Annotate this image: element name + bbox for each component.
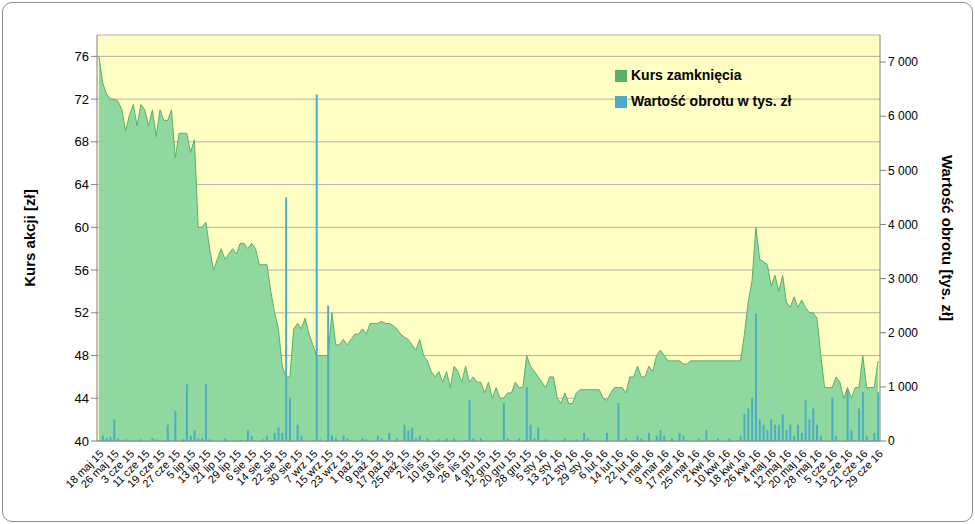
svg-text:2 kwi 16: 2 kwi 16	[679, 447, 717, 485]
svg-text:44: 44	[75, 391, 89, 406]
svg-text:2 lis 15: 2 lis 15	[393, 447, 427, 481]
svg-text:Kurs akcji [zł]: Kurs akcji [zł]	[21, 189, 38, 287]
svg-text:9 paź 15: 9 paź 15	[342, 447, 381, 486]
svg-text:48: 48	[75, 348, 89, 363]
svg-text:13 lip 15: 13 lip 15	[174, 447, 213, 486]
svg-text:68: 68	[75, 134, 89, 149]
svg-text:10 kwi 16: 10 kwi 16	[690, 447, 733, 489]
svg-text:40: 40	[75, 434, 89, 449]
svg-text:5 lip 15: 5 lip 15	[163, 447, 198, 481]
svg-text:6 000: 6 000	[888, 109, 918, 123]
svg-text:4 gru 15: 4 gru 15	[450, 447, 488, 485]
svg-text:12 maj 16: 12 maj 16	[750, 447, 794, 491]
svg-text:5 cze 16: 5 cze 16	[801, 447, 840, 486]
svg-text:18 lis 15: 18 lis 15	[419, 447, 458, 485]
svg-text:26 maj 15: 26 maj 15	[78, 447, 122, 491]
svg-text:18 kwi 16: 18 kwi 16	[706, 447, 748, 489]
svg-text:64: 64	[75, 177, 89, 192]
html-text:Kurs zamknięcia: Kurs zamknięcia	[631, 67, 742, 83]
svg-text:1 mar 16: 1 mar 16	[616, 447, 656, 487]
svg-text:60: 60	[75, 220, 89, 235]
svg-text:10 lis 15: 10 lis 15	[404, 447, 442, 485]
svg-text:26 kwi 16: 26 kwi 16	[721, 447, 763, 489]
svg-text:11 cze 15: 11 cze 15	[110, 447, 152, 490]
svg-text:56: 56	[75, 263, 89, 278]
svg-text:15 wrz 15: 15 wrz 15	[292, 447, 335, 490]
svg-text:7 000: 7 000	[888, 55, 918, 69]
svg-text:52: 52	[75, 305, 89, 320]
svg-text:30 sie 15: 30 sie 15	[264, 447, 305, 488]
svg-text:1 000: 1 000	[888, 380, 918, 394]
svg-text:21 cze 16: 21 cze 16	[827, 447, 870, 490]
svg-text:23 wrz 15: 23 wrz 15	[308, 447, 351, 490]
svg-text:17 paź 15: 17 paź 15	[353, 447, 397, 491]
svg-text:12 gru 15: 12 gru 15	[461, 447, 504, 489]
svg-text:13 cze 16: 13 cze 16	[812, 447, 855, 490]
svg-text:0: 0	[888, 434, 895, 448]
svg-text:20 gru 15: 20 gru 15	[477, 447, 519, 489]
svg-text:76: 76	[75, 49, 89, 64]
svg-text:29 cze 16: 29 cze 16	[843, 447, 885, 489]
svg-text:5 000: 5 000	[888, 164, 918, 178]
svg-text:4 000: 4 000	[888, 218, 918, 232]
svg-text:25 paź 15: 25 paź 15	[368, 447, 412, 491]
svg-text:4 maj 16: 4 maj 16	[739, 447, 779, 486]
svg-text:28 gru 15: 28 gru 15	[492, 447, 534, 489]
svg-text:21 lip 15: 21 lip 15	[190, 447, 229, 486]
svg-text:20 maj 16: 20 maj 16	[766, 447, 809, 491]
svg-text:14 sie 15: 14 sie 15	[233, 447, 274, 488]
svg-text:29 lip 15: 29 lip 15	[205, 447, 244, 486]
svg-text:3 000: 3 000	[888, 272, 918, 286]
svg-text:Wartość obrotu [tys. zł]: Wartość obrotu [tys. zł]	[939, 155, 956, 321]
svg-text:9 mar 16: 9 mar 16	[631, 447, 672, 487]
svg-text:28 maj 16: 28 maj 16	[781, 447, 824, 491]
svg-text:6 sie 15: 6 sie 15	[222, 447, 259, 484]
svg-text:6 lut 16: 6 lut 16	[576, 447, 610, 482]
svg-text:21 sty 16: 21 sty 16	[539, 447, 580, 488]
svg-text:1 paź 15: 1 paź 15	[327, 447, 366, 486]
svg-text:3 cze 15: 3 cze 15	[98, 447, 137, 486]
svg-text:27 cze 15: 27 cze 15	[140, 447, 183, 490]
svg-text:22 lut 16: 22 lut 16	[602, 447, 641, 486]
svg-text:29 sty 16: 29 sty 16	[554, 447, 595, 488]
svg-text:22 sie 15: 22 sie 15	[249, 447, 290, 488]
svg-text:5 sty 16: 5 sty 16	[513, 447, 549, 484]
svg-text:7 wrz 15: 7 wrz 15	[281, 447, 320, 486]
svg-text:2 000: 2 000	[888, 326, 918, 340]
svg-text:17 mar 16: 17 mar 16	[642, 447, 687, 491]
svg-text:25 mar 16: 25 mar 16	[658, 447, 702, 491]
svg-text:72: 72	[75, 92, 89, 107]
svg-text:26 lis 15: 26 lis 15	[435, 447, 473, 485]
svg-text:14 lut 16: 14 lut 16	[587, 447, 626, 486]
svg-text:18 maj 15: 18 maj 15	[63, 447, 106, 491]
html-text:Wartość obrotu w tys. zł: Wartość obrotu w tys. zł	[631, 93, 792, 109]
svg-text:19 cze 15: 19 cze 15	[124, 447, 167, 490]
svg-text:13 sty 16: 13 sty 16	[524, 447, 565, 488]
